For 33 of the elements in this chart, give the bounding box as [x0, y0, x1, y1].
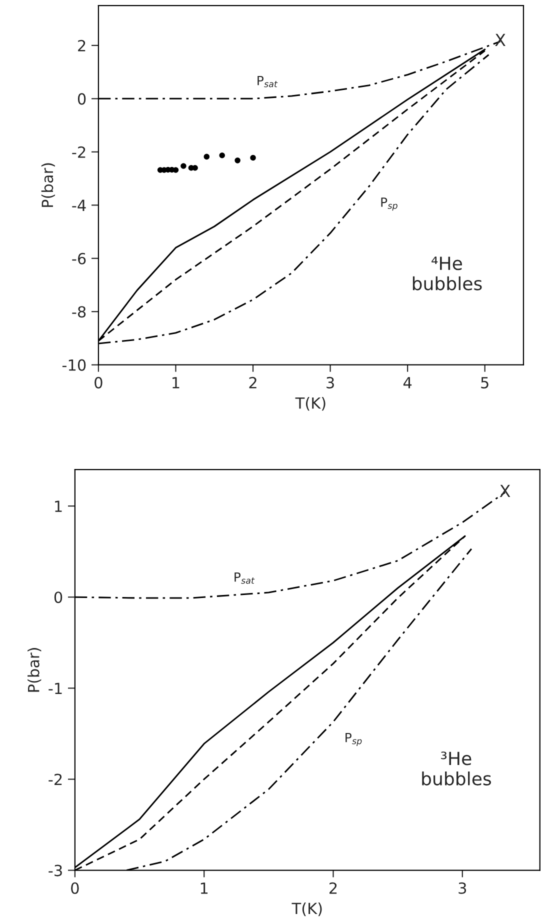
x-tick-label: 1	[172, 377, 180, 388]
y-tick-label: 0	[78, 93, 86, 105]
y-tick-label: -10	[62, 359, 86, 371]
annotation: P$_{sp}$	[346, 732, 362, 746]
y-tick-label: -6	[72, 252, 86, 264]
y-tick-label: 2	[78, 40, 86, 52]
annotation: ³He bubbles	[422, 752, 491, 786]
y-tick-label: 1	[55, 500, 62, 512]
y-tick-label: -1	[48, 682, 62, 694]
annotation: P$_{sat}$	[234, 572, 255, 584]
y-tick-label: 0	[54, 592, 62, 604]
x-tick-label: 2	[249, 376, 256, 388]
x-tick-label: 3	[326, 376, 334, 388]
y-tick-label: -2	[72, 146, 86, 158]
y-tick-label: -8	[72, 306, 86, 318]
annotation: ⁴He bubbles	[412, 256, 482, 290]
y-tick-label: -2	[48, 774, 62, 786]
x-tick-label: 1	[200, 882, 208, 894]
x-tick-label: 4	[403, 377, 412, 388]
y-axis-title: P(bar)	[28, 648, 42, 692]
y-axis-title: P(bar)	[41, 163, 55, 207]
x-tick-label: 3	[458, 882, 466, 894]
x-tick-label: 5	[481, 377, 488, 388]
annotation: X	[500, 484, 510, 497]
x-tick-label: 0	[94, 376, 102, 388]
annotation: X	[495, 34, 506, 46]
x-tick-label: 2	[330, 882, 337, 894]
annotation: P$_{sat}$	[258, 76, 278, 88]
annotation: P$_{sp}$	[381, 198, 398, 211]
y-tick-label: -3	[48, 864, 62, 876]
x-axis-title: T(K)	[295, 397, 326, 411]
y-tick-label: -4	[72, 200, 86, 211]
x-axis-title: T(K)	[292, 902, 322, 916]
